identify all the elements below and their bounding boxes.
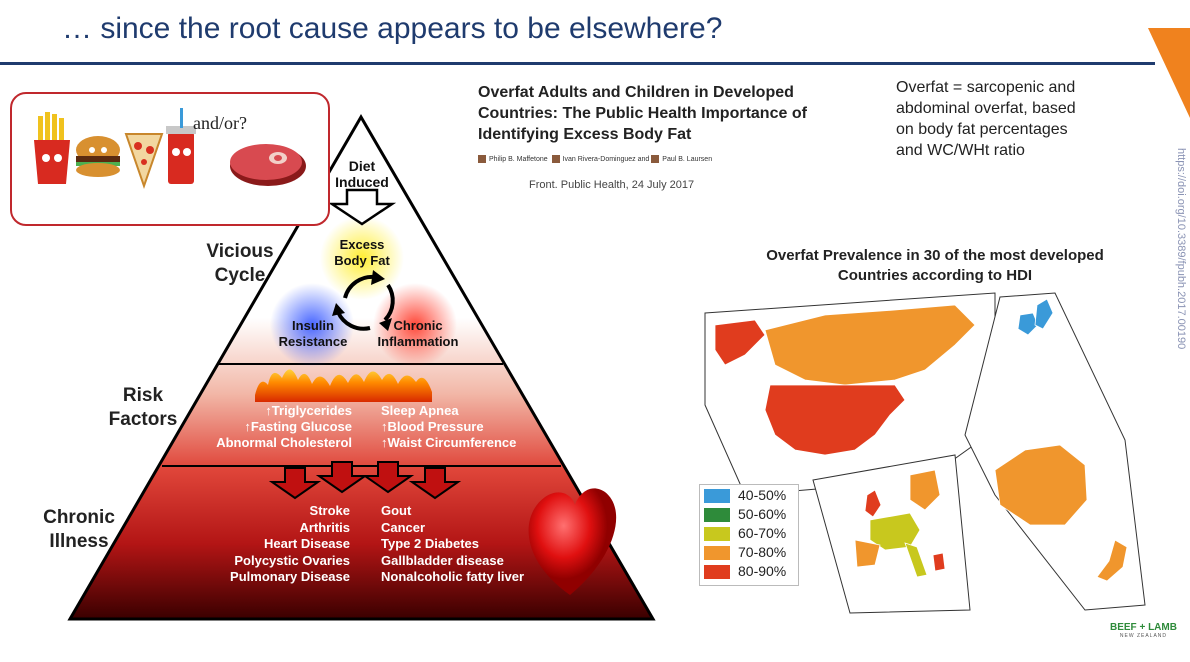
legend-swatch-40-50: [704, 489, 730, 503]
iberia-region: [854, 539, 881, 568]
arrow-up-icon: ↑: [381, 435, 388, 450]
legend-swatch-80-90: [704, 565, 730, 579]
steak-icon: [230, 144, 306, 186]
author-photo-icon: [651, 155, 660, 163]
heart-icon: [528, 488, 617, 595]
illness-arrows-icon: [268, 461, 462, 500]
legend-item: 40-50%: [704, 487, 799, 504]
illness-item: Stroke: [309, 503, 350, 518]
paper-title: Overfat Adults and Children in Developed…: [478, 84, 807, 143]
risk-item: ↑Waist Circumference: [381, 435, 517, 450]
title-divider: [0, 62, 1155, 65]
slide-title: … since the root cause appears to be els…: [62, 12, 723, 45]
legend-swatch-60-70: [704, 527, 730, 541]
map-legend: 40-50% 50-60% 60-70% 70-80% 80-90%: [699, 484, 799, 586]
illness-item: Heart Disease: [264, 536, 350, 551]
illness-item: Gallbladder disease: [381, 552, 504, 568]
risk-item: Sleep Apnea: [381, 403, 459, 418]
diet-arrow-icon: [327, 188, 397, 226]
soda-icon: [166, 108, 196, 184]
illness-item: Arthritis: [299, 519, 350, 535]
author-photo-icon: [478, 155, 486, 163]
risk-item: Abnormal Cholesterol: [216, 435, 352, 450]
illness-item: Pulmonary Disease: [230, 569, 350, 584]
doi-link[interactable]: https://doi.org/10.3389/fpubh.2017.00190: [1175, 148, 1187, 350]
illness-item: Nonalcoholic fatty liver: [381, 569, 525, 584]
fries-icon: [34, 112, 70, 184]
author-photo-icon: [551, 155, 560, 163]
apex-label: Diet Induced: [335, 158, 389, 190]
insulin-resistance-label: Insulin Resistance: [278, 318, 348, 349]
illness-item: Gout: [381, 503, 412, 518]
legend-item: 70-80%: [704, 544, 799, 561]
canada-region: [764, 304, 976, 386]
alaska-region: [714, 319, 766, 366]
overfat-definition: Overfat = sarcopenic and abdominal overf…: [896, 79, 1076, 159]
risk-item: ↑Blood Pressure: [381, 419, 484, 434]
legend-item: 80-90%: [704, 563, 799, 580]
burger-icon: [76, 136, 120, 177]
food-icons: [34, 108, 306, 190]
australia-region: [994, 444, 1088, 526]
pizza-icon: [124, 133, 164, 190]
legend-item: 50-60%: [704, 506, 799, 523]
insulin-glow: [270, 283, 354, 367]
corner-accent: [1148, 28, 1190, 118]
legend-swatch-70-80: [704, 546, 730, 560]
pyramid-body: [67, 114, 656, 621]
legend-item: 60-70%: [704, 525, 799, 542]
arrow-up-icon: ↑: [381, 419, 388, 434]
uk-region: [864, 489, 882, 518]
risk-item: ↑Triglycerides: [265, 403, 352, 418]
new-zealand-region: [1096, 539, 1128, 582]
legend-swatch-50-60: [704, 508, 730, 522]
paper-authors: Philip B. Maffetone Ivan Rivera-Domingue…: [478, 155, 712, 163]
flames-icon: [255, 369, 432, 402]
illness-list-right: Gout Cancer Type 2 Diabetes Gallbladder …: [381, 503, 551, 586]
japan-region: [1034, 298, 1054, 330]
arrow-up-icon: ↑: [265, 403, 272, 418]
chronic-inflammation-label: Chronic Inflammation: [377, 318, 459, 349]
illness-item: Type 2 Diabetes: [381, 536, 480, 551]
arrow-up-icon: ↑: [244, 419, 251, 434]
illness-list-left: Stroke Arthritis Heart Disease Polycysti…: [190, 503, 350, 586]
italy-region: [904, 542, 928, 578]
greece-region: [932, 552, 946, 572]
korea-region: [1017, 312, 1039, 336]
paper-journal: Front. Public Health, 24 July 2017: [529, 179, 695, 191]
usa-region: [764, 384, 906, 456]
risk-factors-left: ↑Triglycerides ↑Fasting Glucose Abnormal…: [196, 403, 352, 451]
chronic-illness-label: Chronic Illness: [43, 507, 115, 552]
map-title: Overfat Prevalence in 30 of the most dev…: [766, 247, 1104, 284]
risk-item: ↑Fasting Glucose: [244, 419, 352, 434]
vicious-cycle-label: Vicious Cycle: [206, 241, 274, 286]
excess-body-fat-label: Excess Body Fat: [334, 237, 390, 268]
and-or-label: and/or?: [193, 113, 247, 133]
risk-factors-right: Sleep Apnea ↑Blood Pressure ↑Waist Circu…: [381, 403, 541, 451]
illness-item: Polycystic Ovaries: [234, 552, 350, 568]
risk-factors-label: Risk Factors: [108, 385, 178, 430]
brand-logo: BEEF + LAMB NEW ZEALAND: [1110, 622, 1177, 639]
overfat-map: [704, 292, 1146, 614]
illness-item: Cancer: [381, 519, 426, 535]
scandinavia-region: [909, 469, 941, 511]
cycle-arrows-icon: [336, 274, 395, 331]
